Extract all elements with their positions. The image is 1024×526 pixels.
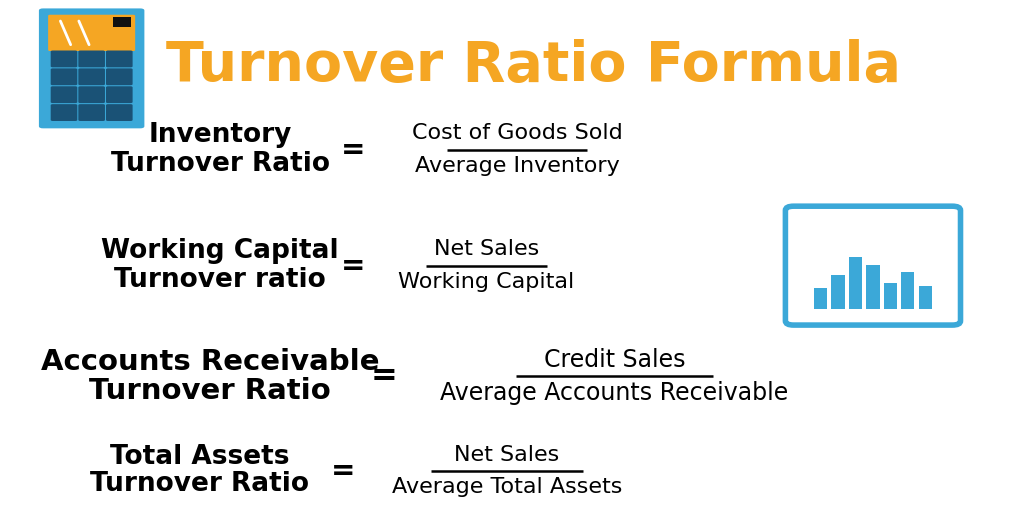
FancyBboxPatch shape (106, 68, 133, 85)
Text: Net Sales: Net Sales (434, 239, 539, 259)
Text: Working Capital: Working Capital (101, 238, 339, 264)
Bar (814, 288, 827, 309)
FancyBboxPatch shape (78, 104, 104, 121)
FancyBboxPatch shape (39, 8, 144, 128)
Bar (831, 275, 845, 309)
Bar (884, 283, 897, 309)
FancyBboxPatch shape (51, 50, 78, 67)
Text: =: = (341, 136, 366, 164)
Text: Cost of Goods Sold: Cost of Goods Sold (412, 124, 623, 144)
Text: =: = (371, 361, 397, 391)
FancyBboxPatch shape (106, 86, 133, 103)
Text: Turnover Ratio Formula: Turnover Ratio Formula (166, 39, 901, 93)
FancyBboxPatch shape (51, 68, 78, 85)
FancyBboxPatch shape (106, 50, 133, 67)
FancyBboxPatch shape (78, 68, 104, 85)
Text: Turnover ratio: Turnover ratio (115, 267, 326, 293)
Text: Turnover Ratio: Turnover Ratio (111, 151, 330, 177)
Text: Net Sales: Net Sales (455, 445, 559, 465)
Text: Total Assets: Total Assets (110, 444, 290, 470)
Bar (849, 257, 862, 309)
FancyBboxPatch shape (51, 104, 78, 121)
Text: =: = (331, 457, 355, 485)
Text: Inventory: Inventory (148, 123, 292, 148)
FancyBboxPatch shape (51, 86, 78, 103)
Text: Accounts Receivable: Accounts Receivable (41, 348, 379, 376)
Bar (866, 265, 880, 309)
Text: Average Total Assets: Average Total Assets (392, 477, 622, 497)
FancyBboxPatch shape (48, 15, 135, 51)
Text: Turnover Ratio: Turnover Ratio (90, 471, 309, 498)
Text: =: = (341, 251, 366, 280)
Text: Average Accounts Receivable: Average Accounts Receivable (440, 380, 788, 404)
Text: Average Inventory: Average Inventory (415, 156, 620, 176)
Bar (919, 286, 932, 309)
FancyBboxPatch shape (785, 206, 961, 325)
FancyBboxPatch shape (78, 86, 104, 103)
FancyBboxPatch shape (106, 104, 133, 121)
Bar (901, 272, 914, 309)
Text: Turnover Ratio: Turnover Ratio (89, 377, 331, 404)
Bar (113, 17, 131, 27)
Text: Credit Sales: Credit Sales (544, 348, 685, 372)
FancyBboxPatch shape (78, 50, 104, 67)
Text: Working Capital: Working Capital (398, 272, 574, 292)
